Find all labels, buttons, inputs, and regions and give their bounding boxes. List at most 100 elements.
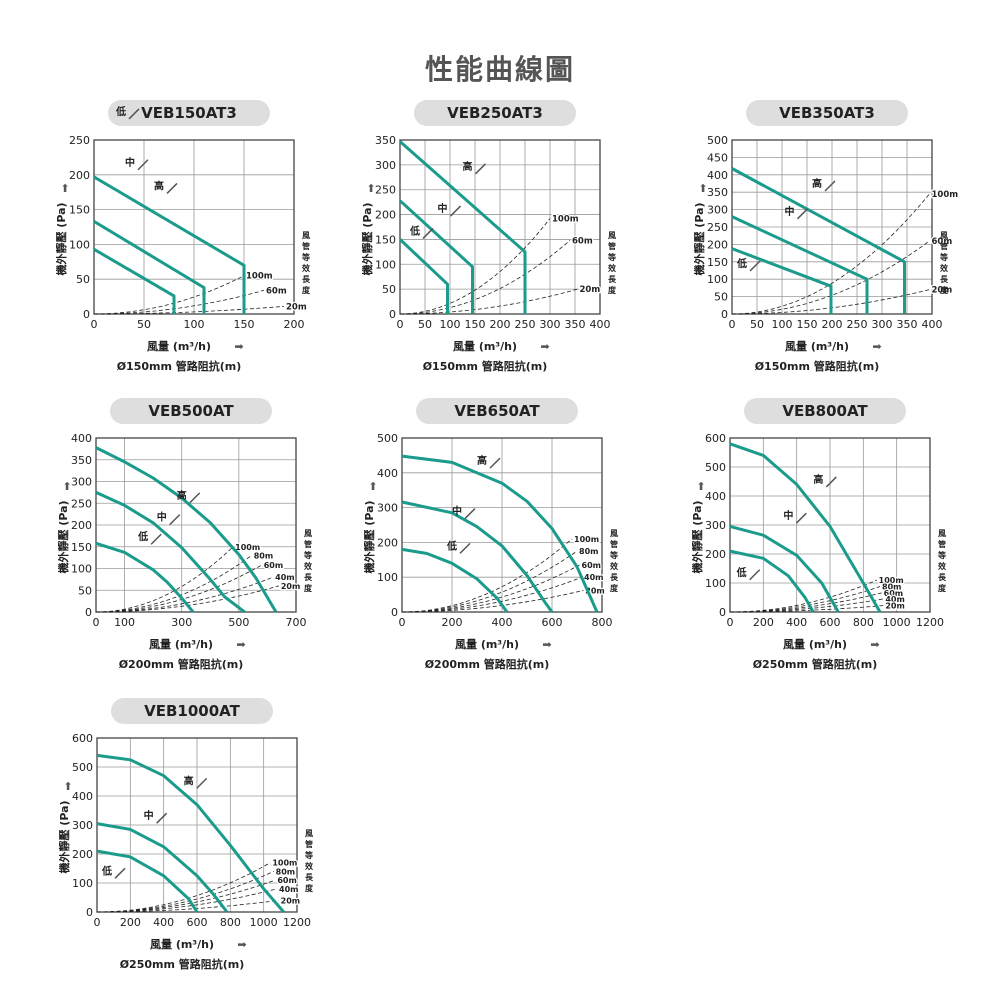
- duct-axis-label: 風管等效長度: [939, 231, 949, 295]
- chart-panel-veb250at3: VEB250AT3 0 50 100 150 200 250 300 350 400 0 50 100…: [362, 100, 682, 390]
- curve-中: [731, 215, 869, 314]
- duct-curve-60m: [401, 564, 580, 613]
- callout-arrow: [150, 533, 162, 545]
- duct-curve-80m: [401, 550, 578, 613]
- duct-curve-label: 100m: [235, 543, 260, 552]
- duct-curve-label: 40m: [279, 885, 298, 894]
- y-axis-label: 機外靜壓 (Pa): [362, 202, 374, 275]
- y-tick-label: 450: [707, 151, 728, 164]
- curve-label-低: 低: [736, 257, 747, 270]
- y-axis-arrow-icon: ⬆: [366, 182, 375, 195]
- duct-curve-100m: [399, 218, 551, 315]
- x-tick-label: 400: [590, 318, 611, 331]
- x-tick-label: 200: [284, 318, 305, 331]
- chart-panel-veb500at: VEB500AT 0 100 300 500 700 0 50 100 150 200 250 300…: [58, 398, 378, 688]
- y-tick-label: 350: [707, 186, 728, 199]
- curve-低: [95, 541, 195, 613]
- x-axis-label: 風量 (m³/h): [785, 340, 849, 353]
- y-tick-label: 100: [69, 238, 90, 251]
- y-tick-label: 200: [707, 238, 728, 251]
- x-tick-label: 600: [542, 616, 563, 629]
- x-tick-label: 150: [797, 318, 818, 331]
- duct-caption: Ø200mm 管路阻抗(m): [119, 657, 244, 671]
- x-tick-label: 1200: [916, 616, 944, 629]
- curve-label-中: 中: [144, 809, 154, 822]
- x-tick-label: 300: [872, 318, 893, 331]
- x-axis-label: 風量 (m³/h): [453, 340, 517, 353]
- y-tick-label: 150: [71, 541, 92, 554]
- callout-arrow: [189, 492, 201, 504]
- model-title: VEB650AT: [416, 398, 578, 424]
- x-tick-label: 600: [187, 916, 208, 929]
- y-axis-label: 機外靜壓 (Pa): [694, 202, 706, 275]
- y-tick-label: 100: [375, 258, 396, 271]
- duct-curve-60m: [399, 240, 571, 315]
- duct-curve-label: 60m: [266, 286, 287, 296]
- duct-curve-label: 100m: [574, 535, 599, 544]
- duct-curve-60m: [94, 289, 265, 315]
- x-tick-label: 1000: [883, 616, 911, 629]
- x-tick-label: 400: [922, 318, 943, 331]
- x-tick-label: 200: [120, 916, 141, 929]
- duct-caption: Ø150mm 管路阻抗(m): [117, 359, 242, 373]
- plot-frame: [401, 437, 603, 613]
- y-axis-label: 機外靜壓 (Pa): [364, 500, 376, 573]
- x-axis-label: 風量 (m³/h): [149, 638, 213, 651]
- duct-curve-label: 20m: [281, 896, 300, 905]
- y-tick-label: 300: [72, 819, 93, 832]
- x-axis-label: 風量 (m³/h): [150, 938, 214, 951]
- callout-arrow: [474, 163, 487, 175]
- duct-curve-label: 20m: [580, 285, 601, 295]
- x-tick-label: 250: [515, 318, 536, 331]
- y-tick-label: 250: [375, 184, 396, 197]
- y-tick-label: 0: [86, 906, 93, 919]
- x-tick-label: 150: [234, 318, 255, 331]
- callout-arrow: [795, 512, 807, 524]
- x-tick-label: 0: [727, 616, 734, 629]
- x-axis-arrow-icon: ➡: [542, 638, 551, 651]
- x-tick-label: 500: [228, 616, 249, 629]
- x-tick-label: 200: [490, 318, 511, 331]
- x-tick-label: 1200: [283, 916, 311, 929]
- duct-curve-label: 100m: [932, 190, 959, 200]
- x-tick-label: 100: [184, 318, 205, 331]
- x-axis-arrow-icon: ➡: [236, 638, 245, 651]
- y-tick-label: 350: [375, 134, 396, 147]
- x-tick-label: 100: [114, 616, 135, 629]
- y-tick-label: 0: [389, 308, 396, 321]
- plot-frame: [729, 437, 931, 613]
- chart-panel-veb650at: VEB650AT 0 200 400 600 800 0 100 200 300 400 500 10…: [364, 398, 684, 688]
- y-axis-arrow-icon: ⬆: [368, 480, 377, 493]
- curve-低: [398, 238, 449, 314]
- plot-frame: [95, 437, 297, 613]
- y-tick-label: 250: [707, 221, 728, 234]
- duct-curve-40m: [401, 576, 583, 613]
- y-tick-label: 100: [707, 273, 728, 286]
- callout-arrow: [422, 227, 434, 239]
- duct-axis-label: 風管等效長度: [609, 529, 619, 593]
- x-axis-arrow-icon: ➡: [540, 340, 549, 353]
- curve-label-低: 低: [101, 864, 112, 877]
- callout-arrow: [166, 182, 178, 194]
- duct-curve-80m: [95, 555, 252, 613]
- y-tick-label: 400: [377, 467, 398, 480]
- x-tick-label: 400: [786, 616, 807, 629]
- duct-curve-label: 20m: [286, 302, 307, 312]
- duct-curve-100m: [731, 193, 930, 315]
- curve-label-高: 高: [813, 473, 823, 486]
- duct-curve-100m: [93, 275, 245, 315]
- y-tick-label: 500: [707, 134, 728, 147]
- x-tick-label: 400: [492, 616, 513, 629]
- chart-panel-veb800at: VEB800AT 0 200 400 600 800 1000 1200 0 100 200 300…: [692, 398, 1000, 688]
- chart-svg: 0 50 100 150 200 250 300 350 400 0 50 100 150 200 250 3…: [694, 134, 959, 373]
- y-tick-label: 600: [72, 732, 93, 745]
- duct-curve-label: 100m: [272, 859, 297, 868]
- page-title: 性能曲線圖: [424, 53, 575, 86]
- curve-中: [95, 491, 246, 614]
- duct-curve-80m: [96, 871, 274, 913]
- y-tick-label: 0: [85, 606, 92, 619]
- x-tick-label: 150: [465, 318, 486, 331]
- y-tick-label: 250: [69, 134, 90, 147]
- duct-curve-label: 60m: [277, 876, 296, 885]
- x-tick-label: 350: [897, 318, 918, 331]
